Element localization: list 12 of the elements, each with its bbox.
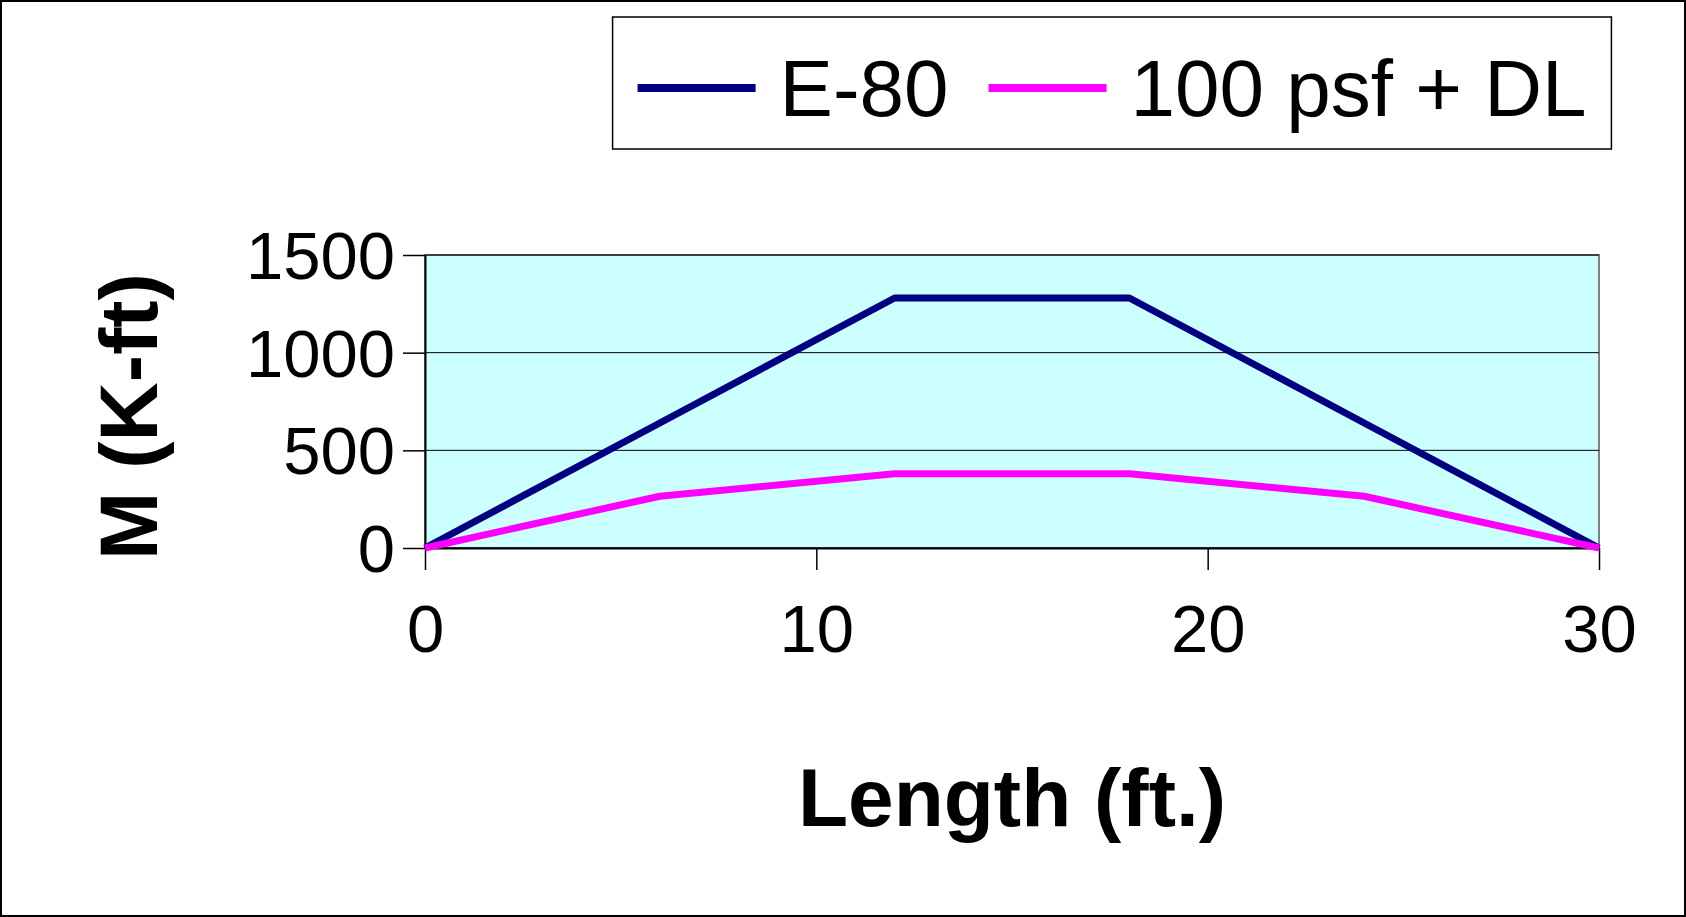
x-tick-label: 0 <box>406 590 445 666</box>
y-axis-title: M (K-ft) <box>83 273 174 560</box>
y-tick-label: 1500 <box>245 217 395 293</box>
x-tick-label: 20 <box>1170 590 1246 666</box>
y-tick-label: 1000 <box>245 315 395 391</box>
x-tick-label: 10 <box>779 590 855 666</box>
legend-label: E-80 <box>779 44 949 133</box>
legend-label: 100 psf + DL <box>1130 44 1587 133</box>
x-tick-label: 30 <box>1562 590 1637 666</box>
x-axis-title: Length (ft.) <box>797 752 1227 843</box>
y-tick-label: 0 <box>357 510 395 586</box>
y-tick-label: 500 <box>283 413 395 489</box>
